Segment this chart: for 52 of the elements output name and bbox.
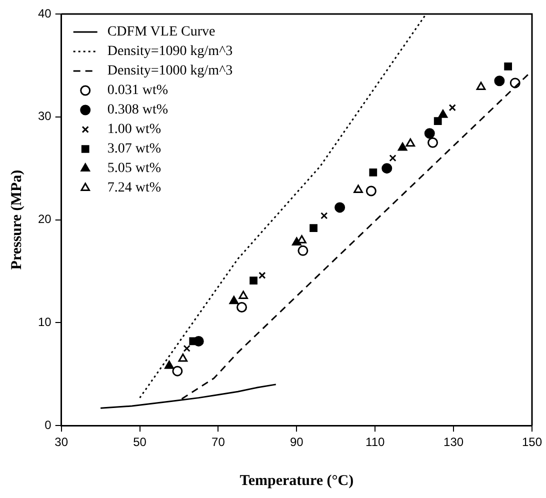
point [164,360,174,369]
y-axis-title: Pressure (MPa) [8,170,25,270]
legend-label: 0.308 wt% [107,102,168,118]
point [448,104,456,112]
x-tick-label: 50 [133,435,147,450]
x-tick-label: 150 [522,435,542,450]
legend-label: 5.05 wt% [107,161,162,176]
point [389,154,396,162]
y-tick-label: 0 [44,418,52,432]
point [238,290,248,299]
legend-label: Density=1000 kg/m^3 [107,64,233,79]
legend-label: 3.07 wt% [107,142,162,157]
point [172,366,183,376]
point [258,272,266,279]
point [298,245,308,256]
point [428,137,438,148]
point [310,224,318,232]
legend-label: 1.00 wt% [107,122,162,138]
y-tick-label: 30 [38,109,52,124]
point [494,76,505,86]
x-axis-title: Temperature (°C) [240,472,354,489]
point [236,302,248,313]
point [369,168,378,176]
point [476,82,486,90]
x-tick-label: 30 [54,435,68,450]
point [438,110,448,118]
point [178,353,188,362]
point [434,117,442,125]
y-tick-label: 10 [38,315,52,330]
point [504,62,512,70]
legend-label: Density=1090 kg/m^3 [107,44,233,60]
x-tick-label: 70 [212,435,226,450]
point [366,186,376,196]
point [229,296,239,304]
x-tick-label: 110 [366,435,385,450]
legend-label: 0.031 wt% [107,83,168,98]
point [250,276,258,284]
point [292,237,302,246]
point [382,163,392,174]
point [406,138,416,147]
y-tick-label: 40 [38,6,52,20]
point [424,128,435,139]
x-tick-label: 90 [290,435,304,450]
y-tick-label: 20 [38,212,52,226]
point [354,184,363,193]
x-tick-label: 130 [444,435,464,450]
legend-label: 7.24 wt% [107,180,162,196]
point [320,212,328,220]
legend-label: CDFM VLE Curve [107,24,216,40]
point [398,142,408,151]
point [183,344,190,352]
point [334,202,346,213]
